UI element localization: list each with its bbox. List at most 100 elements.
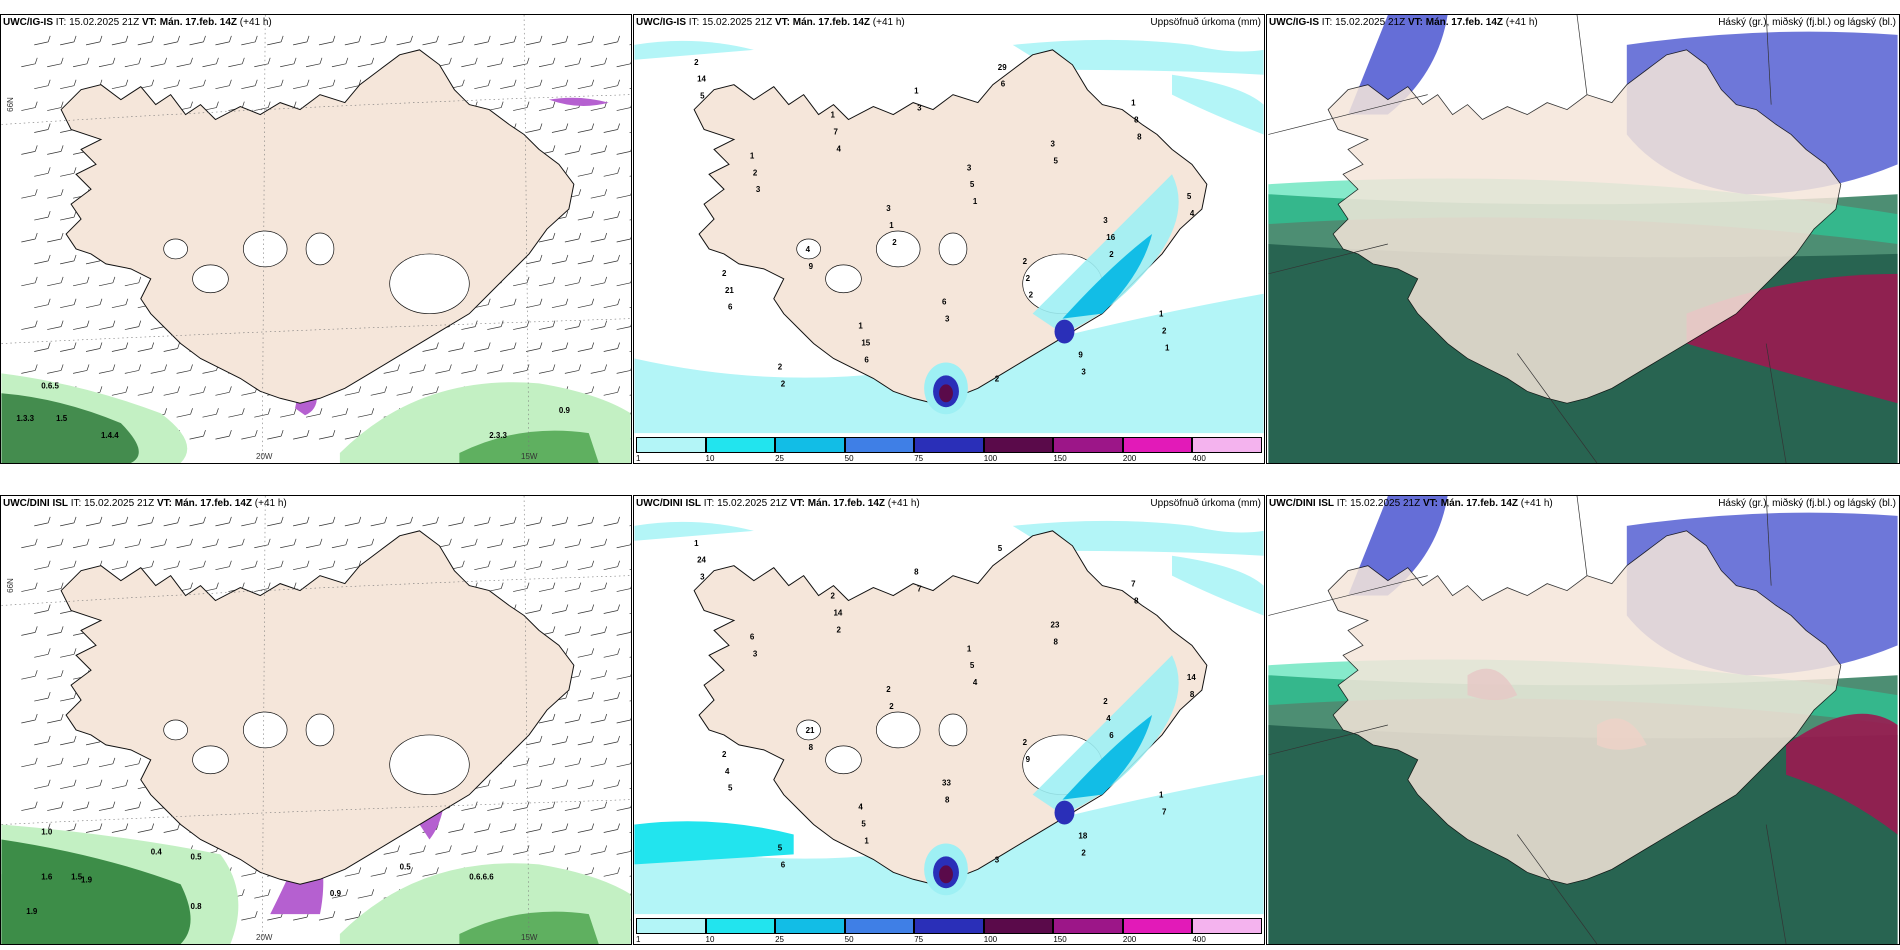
panel-field-label: Uppsöfnuð úrkoma (mm) <box>1150 498 1261 509</box>
precip-value: 6 <box>750 632 755 641</box>
precip-value: 9 <box>1078 350 1083 359</box>
precip-value: 8 <box>1134 597 1139 606</box>
precip-value: 8 <box>945 796 950 805</box>
precip-value: 6 <box>1109 731 1114 740</box>
precip-value: 6 <box>1001 80 1006 89</box>
precip-value: 1 <box>694 539 699 548</box>
glacier <box>825 745 862 775</box>
panel-wind-dini: 1.0 0.4 0.5 1.6 1.9 1.5 1.9 0.8 0.9 0.5 0.6.6.6 UW… <box>0 495 632 945</box>
precip-value: 14 <box>834 608 843 617</box>
precip-value: 5 <box>1187 192 1192 201</box>
precip-rate-value: 1.5 <box>71 872 83 881</box>
precip-rate-value: 1.5 <box>56 414 68 423</box>
precip-value: 18 <box>1078 831 1087 840</box>
precip-value: 1 <box>1159 310 1164 319</box>
glacier <box>825 264 862 294</box>
colorbar-tick: 100 <box>983 454 998 463</box>
precip-value: 2 <box>837 625 842 634</box>
colorbar-swatch <box>914 918 984 934</box>
precip-value: 4 <box>858 803 863 812</box>
colorbar-swatch <box>775 437 845 453</box>
precip-value: 33 <box>942 779 951 788</box>
colorbar-swatch <box>844 918 915 934</box>
precip-value: 15 <box>861 339 870 348</box>
glacier <box>305 713 335 747</box>
precip-value: 21 <box>806 726 815 735</box>
precip-value: 29 <box>998 63 1007 72</box>
colorbar-tick: 25 <box>775 935 785 944</box>
precip-shading <box>634 520 1264 915</box>
panel-cloud-dini: UWC/DINI ISL IT: 15.02.2025 21Z VT: Mán.… <box>1266 495 1900 945</box>
precip-value: 8 <box>809 743 814 752</box>
precip-value: 2 <box>694 58 699 67</box>
glacier <box>389 253 470 315</box>
precip-value: 7 <box>1131 580 1136 589</box>
precip-value: 1 <box>1159 791 1164 800</box>
precip-value: 16 <box>1106 233 1115 242</box>
precip-value: 1 <box>831 111 836 120</box>
colorbar-swatch <box>1122 918 1193 934</box>
colorbar-tick: 200 <box>1122 454 1137 463</box>
panel-title: UWC/DINI ISL IT: 15.02.2025 21Z VT: Mán.… <box>3 498 287 509</box>
colorbar-tick: 1 <box>636 935 641 944</box>
precip-value: 1 <box>750 151 755 160</box>
graticule <box>1 496 631 944</box>
panel-precip-dini: 1 2 1 2 2 4 3 7 6 2 2 1 5 8 23 14 21 33 18 24 14 5 4 4 5 5 8 3 2 9 7 6 7… <box>633 495 1265 945</box>
precip-value: 3 <box>917 104 922 113</box>
precip-value: 9 <box>809 262 814 271</box>
colorbar-tick: 150 <box>1053 454 1067 463</box>
panel-title: UWC/IG-IS IT: 15.02.2025 21Z VT: Mán. 17… <box>3 17 272 28</box>
precip-rate-value: 1.6 <box>41 872 53 881</box>
precip-band <box>1032 655 1179 815</box>
iceland-landmass <box>60 530 575 885</box>
lat-label: 66N <box>5 578 15 593</box>
precip-band <box>1062 234 1153 319</box>
glacier <box>938 713 968 747</box>
precip-rate-value: 0.6.6.6 <box>469 872 494 881</box>
iceland-landmass <box>1327 49 1842 404</box>
colorbar-swatch <box>705 918 776 934</box>
colorbar-swatch <box>1053 437 1123 453</box>
colorbar-swatch <box>636 918 706 934</box>
precip-value: 2 <box>892 238 897 247</box>
precip-value: 5 <box>970 180 975 189</box>
precip-value: 21 <box>725 286 734 295</box>
precip-value: 3 <box>700 573 705 582</box>
precip-value: 5 <box>861 820 866 829</box>
map-canvas: 0.6.5 1.3.3 1.5 1.4.4 2.3.3 0.9 <box>1 15 631 463</box>
precip-value: 5 <box>1054 156 1059 165</box>
precip-band <box>1062 715 1153 800</box>
precip-value: 2 <box>1103 697 1108 706</box>
precip-value: 1 <box>864 836 869 845</box>
colorbar-swatch <box>1192 437 1262 453</box>
colorbar-tick: 75 <box>914 454 924 463</box>
map-canvas: 2133212113212135469147516211529821222354… <box>634 39 1264 434</box>
precip-rate-value: 1.9 <box>81 875 93 884</box>
colorbar-swatch <box>914 437 984 453</box>
precip-value: 4 <box>1106 714 1111 723</box>
precip-value: 2 <box>831 592 836 601</box>
precip-shading <box>634 39 1264 434</box>
precip-value: 6 <box>728 303 733 312</box>
colorbar-swatch <box>983 437 1054 453</box>
panel-title: UWC/IG-IS IT: 15.02.2025 21Z VT: Mán. 17… <box>1269 17 1538 28</box>
lon-label-15w: 15W <box>521 452 538 461</box>
panel-cloud-igis: UWC/IG-IS IT: 15.02.2025 21Z VT: Mán. 17… <box>1266 14 1900 464</box>
colorbar-swatch <box>1192 918 1262 934</box>
glacier <box>163 719 188 741</box>
precip-value: 1 <box>858 322 863 331</box>
iceland-landmass <box>60 49 575 404</box>
glacier <box>875 230 921 268</box>
precip-rate-value: 1.4.4 <box>101 431 119 440</box>
precip-value: 2 <box>1081 848 1086 857</box>
glacier <box>242 230 288 268</box>
precip-band <box>1032 174 1179 334</box>
colorbar-swatch <box>636 437 706 453</box>
glacier <box>389 734 470 796</box>
precip-value: 23 <box>1051 620 1060 629</box>
panel-title: UWC/IG-IS IT: 15.02.2025 21Z VT: Mán. 17… <box>636 17 905 28</box>
precip-rate-value: 1.0 <box>41 827 53 836</box>
precip-rate-value: 0.9 <box>330 889 342 898</box>
precip-value: 3 <box>945 315 950 324</box>
precip-max <box>939 384 953 403</box>
